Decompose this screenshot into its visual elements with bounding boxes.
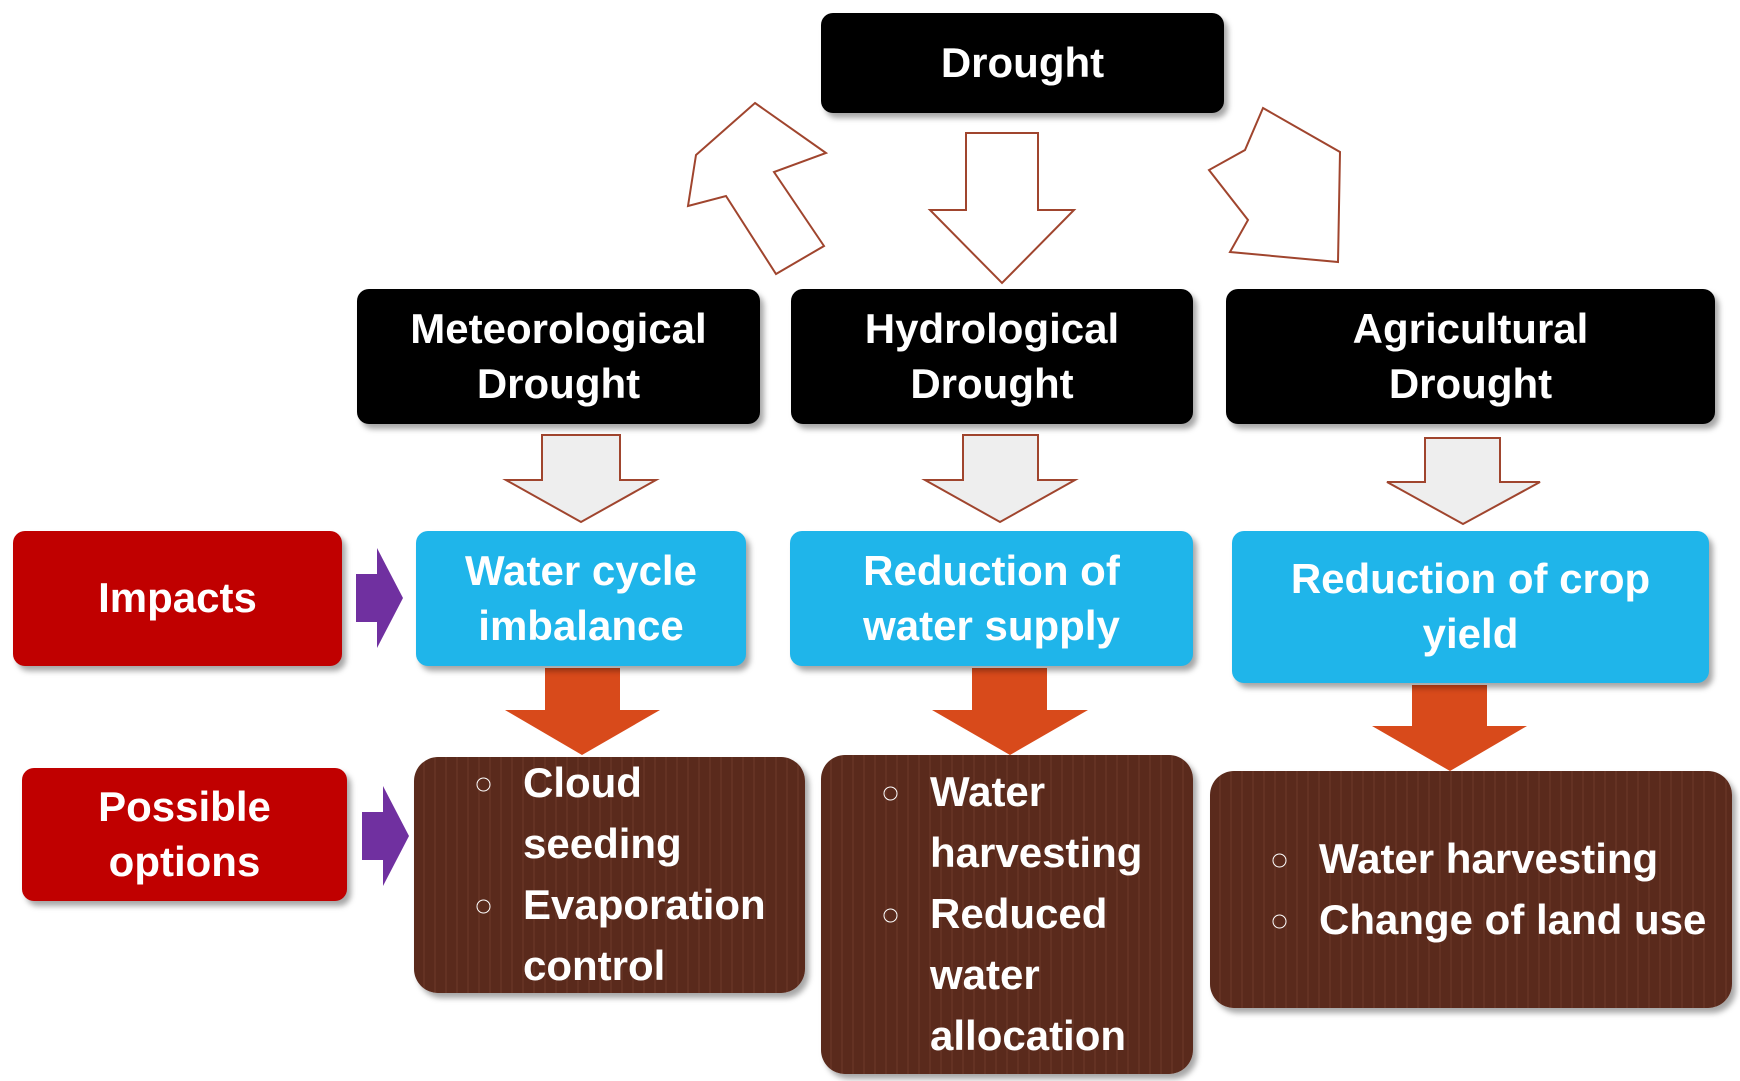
options-list: Water harvesting Reduced water allocatio… — [821, 762, 1193, 1066]
root-arrow-center — [927, 132, 1077, 285]
option: Water harvesting — [1305, 829, 1706, 890]
option: Change of land use — [1305, 890, 1706, 951]
options-list: Water harvesting Change of land use — [1210, 829, 1716, 951]
grey-arrow — [1386, 437, 1541, 526]
options-label: Possible options — [22, 768, 347, 901]
root-arrow-right — [1207, 106, 1342, 264]
root-arrow-left — [686, 101, 829, 276]
options-node: Water harvesting Reduced water allocatio… — [821, 755, 1193, 1074]
options-node: Cloud seeding Evaporation control — [414, 757, 805, 993]
type-node: Hydrological Drought — [791, 289, 1193, 424]
impacts-label: Impacts — [13, 531, 342, 666]
grey-arrow — [921, 434, 1079, 524]
type-node: Meteorological Drought — [357, 289, 760, 424]
orange-arrow — [505, 668, 660, 755]
option: Water harvesting — [916, 762, 1183, 884]
root-node: Drought — [821, 13, 1224, 113]
option: Evaporation control — [509, 875, 795, 997]
options-node: Water harvesting Change of land use — [1210, 771, 1732, 1008]
option: Reduced water allocation — [916, 884, 1183, 1067]
impact-node: Water cycle imbalance — [416, 531, 746, 666]
orange-arrow — [1372, 685, 1527, 771]
orange-arrow — [932, 668, 1088, 755]
impact-node: Reduction of crop yield — [1232, 531, 1709, 683]
options-list: Cloud seeding Evaporation control — [414, 753, 805, 997]
type-node: Agricultural Drought — [1226, 289, 1715, 424]
grey-arrow — [502, 434, 660, 524]
option: Cloud seeding — [509, 753, 795, 875]
impact-node: Reduction of water supply — [790, 531, 1193, 666]
purple-arrow — [362, 786, 409, 886]
purple-arrow — [356, 548, 403, 648]
